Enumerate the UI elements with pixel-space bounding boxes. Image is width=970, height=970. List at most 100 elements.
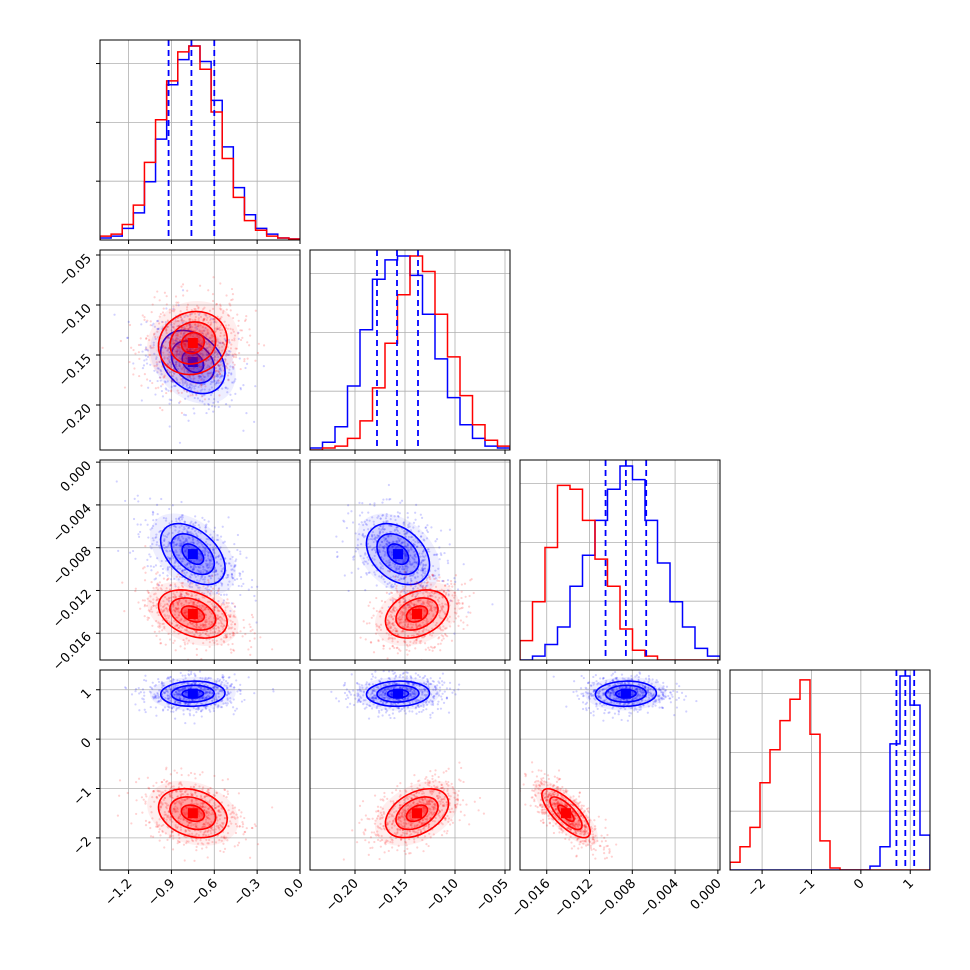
sample-point	[414, 540, 417, 544]
sample-point	[421, 570, 424, 573]
sample-point	[438, 627, 442, 630]
sample-point	[155, 634, 158, 637]
sample-point	[437, 643, 440, 646]
sample-point	[190, 348, 193, 351]
sample-point	[214, 584, 217, 587]
sample-point	[398, 618, 401, 621]
sample-point	[218, 365, 221, 368]
sample-point	[179, 374, 182, 377]
sample-point	[140, 399, 143, 402]
sample-point	[223, 343, 226, 346]
sample-point	[181, 687, 184, 690]
sample-point	[124, 686, 127, 689]
sample-point	[454, 617, 458, 620]
sample-point	[183, 611, 186, 614]
sample-point	[211, 307, 215, 310]
sample-point	[166, 567, 169, 570]
sample-point	[163, 356, 166, 359]
sample-point	[186, 682, 190, 685]
sample-point	[201, 631, 204, 634]
sample-point	[392, 585, 395, 588]
sample-point	[180, 285, 183, 288]
sample-point	[421, 567, 424, 570]
sample-point	[184, 539, 187, 542]
sample-point	[222, 334, 225, 337]
sample-point	[208, 559, 211, 562]
sample-point	[162, 516, 165, 520]
sample-point	[365, 572, 368, 575]
sample-point	[409, 627, 412, 630]
sample-point	[406, 581, 409, 584]
sample-point	[154, 694, 158, 697]
sample-point	[180, 602, 183, 605]
sample-point	[164, 381, 167, 384]
sample-point	[146, 378, 149, 381]
sample-point	[162, 605, 166, 608]
sample-point	[182, 709, 185, 712]
sample-point	[446, 582, 449, 586]
sample-point	[180, 625, 183, 628]
sample-point	[148, 553, 151, 556]
sample-point	[426, 605, 429, 608]
sample-point	[216, 686, 219, 689]
sample-point	[381, 567, 385, 570]
sample-point	[420, 560, 423, 563]
sample-point	[233, 334, 237, 337]
sample-point	[208, 690, 211, 694]
sample-point	[183, 339, 186, 342]
sample-point	[421, 585, 424, 589]
sample-point	[195, 584, 198, 587]
sample-point	[409, 590, 412, 593]
sample-point	[457, 601, 460, 604]
sample-point	[423, 609, 426, 612]
sample-point	[187, 593, 190, 596]
sample-point	[398, 570, 401, 573]
sample-point	[213, 355, 217, 358]
sample-point	[394, 606, 397, 609]
sample-point	[175, 301, 178, 304]
y-tick-label: −0.008	[50, 544, 95, 589]
sample-point	[361, 534, 364, 537]
sample-point	[230, 564, 233, 567]
sample-point	[231, 365, 234, 369]
sample-point	[180, 593, 183, 596]
sample-point	[191, 384, 194, 387]
sample-point	[425, 577, 429, 580]
sample-point	[163, 596, 167, 599]
sample-point	[220, 324, 223, 327]
sample-point	[166, 380, 169, 383]
sample-point	[453, 594, 457, 597]
sample-point	[176, 345, 179, 348]
sample-point	[159, 350, 162, 354]
sample-point	[386, 543, 389, 546]
sample-point	[439, 552, 442, 555]
sample-point	[213, 366, 216, 370]
sample-point	[197, 346, 200, 349]
sample-point	[215, 373, 218, 377]
sample-point	[406, 511, 409, 515]
sample-point	[169, 556, 172, 560]
sample-point	[224, 365, 227, 368]
sample-point	[231, 583, 235, 586]
sample-point	[420, 602, 423, 606]
sample-point	[183, 687, 187, 690]
sample-point	[204, 614, 208, 617]
sample-point	[211, 574, 214, 578]
sample-point	[212, 686, 215, 689]
sample-point	[232, 330, 235, 333]
sample-point	[419, 598, 422, 602]
sample-point	[409, 582, 412, 585]
sample-point	[373, 537, 376, 540]
sample-point	[184, 691, 188, 694]
sample-point	[467, 611, 470, 614]
sample-point	[143, 615, 146, 618]
sample-point	[195, 623, 198, 626]
sample-point	[184, 327, 187, 331]
sample-point	[208, 558, 211, 562]
sample-point	[176, 556, 179, 559]
sample-point	[414, 511, 417, 514]
sample-point	[429, 606, 433, 610]
sample-point	[186, 348, 189, 351]
sample-point	[389, 514, 393, 517]
sample-point	[442, 579, 445, 583]
